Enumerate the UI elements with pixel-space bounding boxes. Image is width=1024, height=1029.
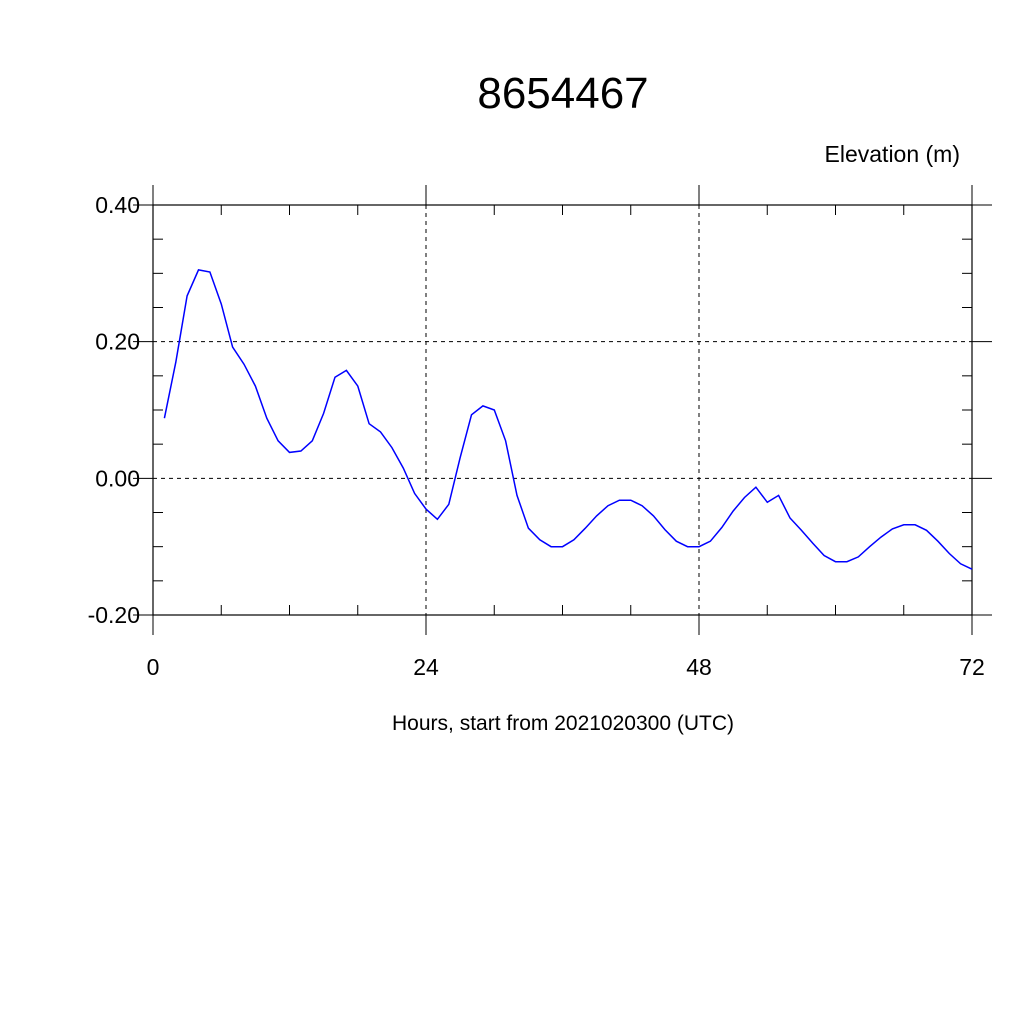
tick-labels: 0 24 48 72 -0.20 0.00 0.20 0.40 [88, 192, 985, 680]
x-axis-label: Hours, start from 2021020300 (UTC) [392, 712, 734, 735]
y-tick-label: 0.00 [95, 465, 140, 491]
series-line [163, 269, 973, 570]
axis-ticks [133, 185, 992, 635]
plot-frame [152, 204, 973, 616]
chart-title: 8654467 [477, 69, 648, 118]
series-group [163, 269, 973, 570]
y-tick-label: 0.20 [95, 329, 140, 355]
y-tick-label: 0.40 [95, 192, 140, 218]
x-tick-label: 0 [147, 654, 160, 680]
y-axis-label: Elevation (m) [825, 141, 960, 167]
grid-lines [152, 204, 973, 616]
x-tick-label: 24 [413, 654, 439, 680]
y-tick-label: -0.20 [88, 602, 140, 628]
x-tick-label: 48 [686, 654, 712, 680]
x-tick-label: 72 [959, 654, 985, 680]
